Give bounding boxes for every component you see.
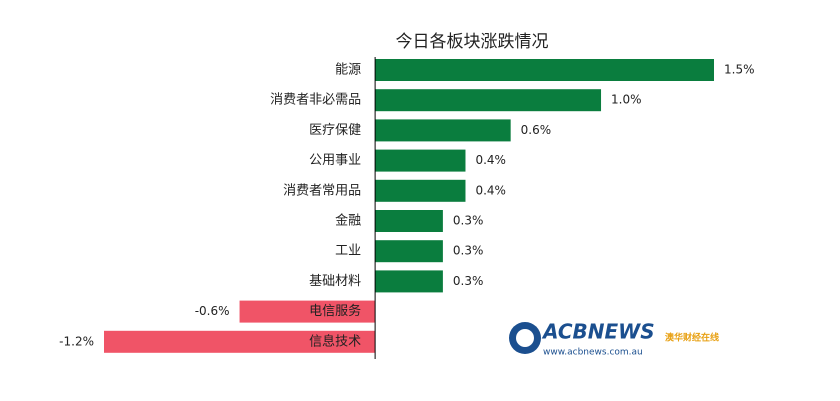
bar	[375, 240, 443, 263]
category-label: 公用事业	[309, 153, 361, 168]
value-label: 0.4%	[475, 183, 506, 197]
category-label: 能源	[335, 63, 361, 78]
logo-url: www.acbnews.com.au	[543, 348, 643, 358]
chart-title: 今日各板块涨跌情况	[396, 32, 549, 52]
logo-icon	[516, 329, 534, 347]
bar	[104, 330, 376, 353]
bar	[375, 89, 602, 112]
bar	[375, 210, 443, 232]
category-label: 医疗保健	[309, 123, 361, 138]
value-label: 1.5%	[724, 63, 755, 77]
value-label: 0.3%	[453, 274, 484, 288]
category-label: 工业	[335, 244, 361, 259]
logo-brand: ACBNEWS	[541, 320, 655, 344]
value-label: 0.4%	[475, 153, 506, 167]
category-label: 消费者常用品	[283, 183, 361, 198]
category-label: 消费者非必需品	[270, 93, 361, 108]
category-label: 电信服务	[309, 303, 361, 319]
bar	[239, 300, 376, 323]
category-label: 基础材料	[309, 274, 361, 289]
value-label: 0.3%	[453, 244, 484, 258]
value-label: -0.6%	[195, 304, 230, 318]
logo-tagline: 澳华财经在线	[665, 332, 719, 344]
bar	[375, 149, 466, 172]
bar	[375, 270, 443, 293]
category-label: 信息技术	[309, 333, 361, 349]
value-label: 1.0%	[611, 93, 642, 107]
value-label: -1.2%	[59, 334, 94, 348]
category-label: 金融	[335, 213, 361, 229]
bar	[375, 119, 511, 142]
value-label: 0.3%	[453, 214, 484, 228]
value-label: 0.6%	[521, 123, 552, 137]
bar	[375, 59, 714, 81]
bar	[375, 179, 466, 202]
logo: ACBNEWS 澳华财经在线 www.acbnews.com.au	[509, 320, 719, 358]
